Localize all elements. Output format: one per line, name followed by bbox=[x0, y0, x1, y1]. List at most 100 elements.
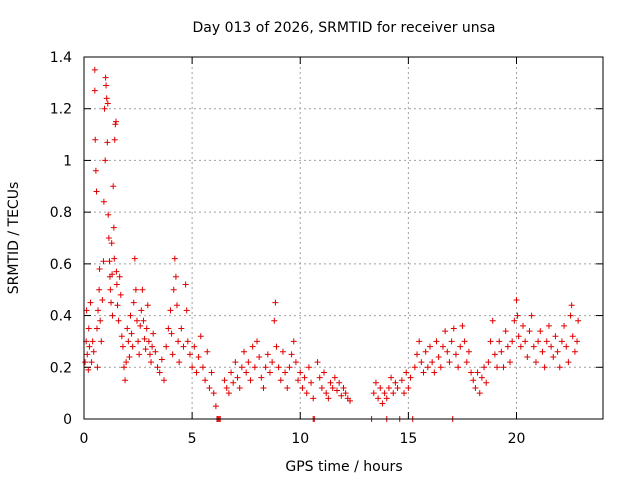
data-point bbox=[372, 379, 379, 386]
data-point bbox=[398, 377, 405, 384]
data-point bbox=[202, 377, 209, 384]
data-point bbox=[461, 338, 468, 345]
data-point bbox=[148, 359, 155, 366]
data-point bbox=[91, 87, 98, 94]
data-point bbox=[446, 359, 453, 366]
data-point bbox=[139, 286, 146, 293]
data-point bbox=[563, 343, 570, 350]
data-point bbox=[199, 364, 206, 371]
data-point bbox=[375, 395, 382, 402]
data-point bbox=[487, 338, 494, 345]
data-point bbox=[195, 353, 202, 360]
data-point bbox=[308, 379, 315, 386]
data-point bbox=[414, 351, 421, 358]
data-point bbox=[537, 328, 544, 335]
data-point bbox=[256, 353, 263, 360]
data-point bbox=[105, 235, 112, 241]
data-point bbox=[168, 330, 175, 337]
data-point bbox=[292, 359, 299, 366]
data-point bbox=[230, 379, 237, 386]
data-point bbox=[565, 359, 572, 366]
data-point bbox=[121, 364, 128, 371]
data-point bbox=[111, 136, 118, 143]
data-point bbox=[502, 328, 509, 335]
data-point bbox=[340, 384, 347, 391]
data-point bbox=[574, 338, 581, 345]
data-point bbox=[394, 384, 401, 391]
data-point bbox=[271, 317, 278, 324]
data-point bbox=[88, 359, 95, 366]
data-point bbox=[405, 384, 412, 391]
data-point bbox=[260, 384, 267, 391]
data-point bbox=[385, 384, 392, 391]
data-point bbox=[249, 343, 256, 350]
data-point bbox=[327, 379, 334, 386]
data-point bbox=[478, 374, 485, 381]
data-point bbox=[377, 384, 384, 391]
y-tick-label: 0.8 bbox=[50, 205, 72, 221]
data-point bbox=[123, 359, 130, 366]
data-point bbox=[100, 198, 107, 205]
data-point bbox=[459, 322, 466, 329]
data-point bbox=[258, 374, 265, 381]
data-point bbox=[325, 395, 332, 402]
data-point bbox=[481, 364, 488, 371]
data-point bbox=[107, 286, 114, 293]
data-point bbox=[429, 359, 436, 366]
data-point bbox=[491, 351, 498, 358]
data-point bbox=[463, 359, 470, 366]
data-point bbox=[568, 302, 575, 309]
data-point bbox=[183, 307, 190, 314]
data-point bbox=[146, 351, 153, 358]
x-tick-label: 10 bbox=[291, 431, 309, 447]
data-point bbox=[154, 364, 161, 371]
data-point bbox=[225, 390, 232, 397]
data-point bbox=[131, 255, 138, 262]
data-point bbox=[136, 351, 143, 358]
data-point bbox=[113, 268, 120, 275]
data-point bbox=[170, 286, 177, 293]
data-point bbox=[444, 348, 451, 355]
data-point bbox=[115, 317, 122, 324]
data-point bbox=[288, 351, 295, 358]
data-point bbox=[483, 379, 490, 386]
data-points bbox=[82, 66, 582, 422]
x-axis-label: GPS time / hours bbox=[285, 459, 402, 475]
data-point bbox=[169, 351, 176, 358]
data-point bbox=[431, 369, 438, 376]
y-tick-label: 0.4 bbox=[50, 309, 72, 325]
data-point bbox=[102, 157, 109, 164]
data-point bbox=[277, 377, 284, 384]
data-point bbox=[524, 353, 531, 360]
data-point bbox=[109, 271, 116, 278]
data-point bbox=[468, 369, 475, 376]
data-point bbox=[114, 302, 121, 309]
data-point bbox=[135, 338, 142, 345]
data-point bbox=[85, 366, 92, 373]
x-axis-ticks: 0 5 10 15 20 bbox=[80, 57, 525, 447]
data-point bbox=[558, 338, 565, 345]
data-point bbox=[116, 273, 123, 280]
data-point bbox=[496, 338, 503, 345]
data-point bbox=[247, 377, 254, 384]
data-point bbox=[554, 348, 561, 355]
data-point bbox=[318, 384, 325, 391]
data-point bbox=[416, 338, 423, 345]
data-point bbox=[130, 299, 137, 306]
data-point bbox=[272, 299, 279, 306]
data-point bbox=[548, 343, 555, 350]
data-point bbox=[370, 390, 377, 397]
data-point bbox=[457, 343, 464, 350]
data-point bbox=[420, 369, 427, 376]
data-point bbox=[439, 343, 446, 350]
data-point bbox=[424, 364, 431, 371]
data-point bbox=[316, 374, 323, 381]
data-point bbox=[144, 302, 151, 309]
data-point bbox=[569, 333, 576, 340]
y-tick-label: 0.2 bbox=[50, 360, 72, 376]
data-point bbox=[515, 333, 522, 340]
data-point bbox=[269, 359, 276, 366]
data-point bbox=[567, 312, 574, 319]
data-point bbox=[113, 118, 120, 125]
y-tick-label: 1 bbox=[63, 153, 72, 169]
